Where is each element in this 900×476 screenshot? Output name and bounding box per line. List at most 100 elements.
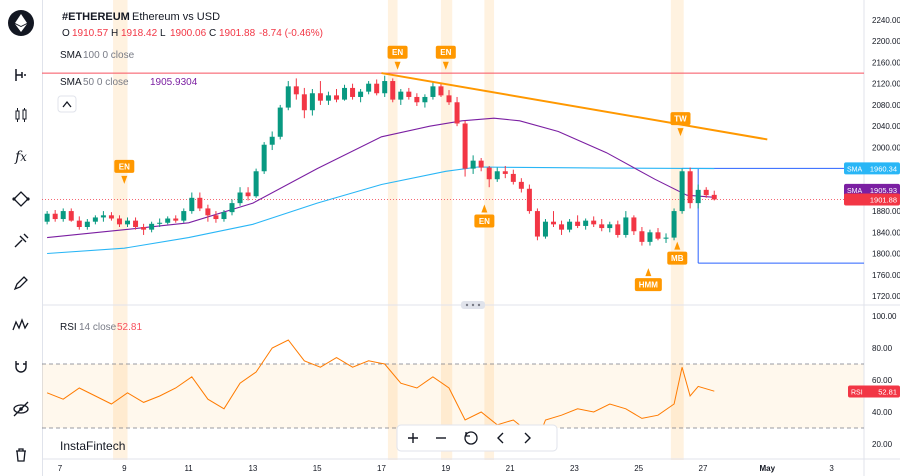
candle-body — [229, 203, 235, 213]
pane-resize-handle[interactable] — [461, 301, 485, 309]
candle — [100, 211, 106, 222]
price-tick-label: 1720.00 — [872, 292, 900, 301]
price-label-bg — [844, 183, 900, 196]
candle-body — [542, 221, 548, 237]
sma50-price-label: SMA 1905.93 — [844, 183, 900, 196]
candle-body — [221, 212, 227, 220]
candle-body — [44, 213, 50, 222]
eye-off-icon[interactable] — [6, 394, 36, 424]
candle — [398, 89, 404, 105]
candle-body — [382, 81, 388, 94]
candle — [478, 158, 484, 172]
candle — [317, 81, 323, 105]
price-label-value: 52.81 — [878, 388, 897, 397]
candle-body — [60, 211, 66, 220]
ohlc-key: H — [111, 28, 118, 39]
scroll-left-button[interactable] — [497, 432, 504, 444]
ethereum-logo-icon[interactable] — [8, 10, 34, 36]
pattern-marker[interactable]: EN — [387, 45, 408, 70]
candle-body — [181, 211, 187, 221]
candle-body — [631, 217, 637, 232]
date-tick-label: 7 — [58, 464, 63, 473]
zoom-in-button[interactable] — [402, 428, 424, 448]
waves-icon[interactable] — [6, 310, 36, 340]
chevron-right-icon — [524, 432, 531, 444]
pattern-marker[interactable]: EN — [435, 45, 456, 70]
sma50-name[interactable]: SMA — [60, 77, 82, 88]
candle-body — [374, 83, 380, 94]
price-tick-label: 1840.00 — [872, 228, 900, 237]
price-tick-label: 2160.00 — [872, 58, 900, 67]
pattern-marker[interactable]: HMM — [634, 268, 662, 292]
highlight-band — [440, 0, 453, 460]
marker-label: MB — [671, 254, 684, 263]
candle — [551, 211, 557, 227]
shapes-icon[interactable] — [6, 184, 36, 214]
candle-body — [342, 87, 348, 100]
candle-body — [293, 86, 299, 95]
candle — [430, 81, 436, 100]
date-tick-label: 9 — [122, 464, 127, 473]
pattern-marker[interactable]: TW — [670, 112, 691, 137]
candle-body — [141, 227, 147, 230]
candle-body — [615, 224, 621, 235]
rsi-price-label: RSI 52.81 — [848, 385, 900, 398]
candle-body — [551, 221, 557, 225]
candle-body — [125, 220, 131, 225]
candles-icon[interactable] — [6, 100, 36, 130]
price-tick-label: 2200.00 — [872, 37, 900, 46]
sma100-name[interactable]: SMA — [60, 50, 82, 61]
candle-body — [486, 167, 492, 180]
candle — [671, 208, 677, 241]
candle-body — [583, 220, 589, 226]
marker-badge — [670, 112, 691, 126]
candle — [623, 211, 629, 238]
rsi-name[interactable]: RSI — [60, 322, 77, 333]
fx-icon[interactable]: fx — [15, 149, 27, 165]
candle — [462, 120, 468, 177]
candle — [518, 178, 524, 193]
candle — [583, 218, 589, 230]
rsi-tick-label: 20.00 — [872, 440, 893, 449]
magnet-icon[interactable] — [6, 352, 36, 382]
candle-body — [711, 194, 717, 200]
candle — [599, 219, 605, 232]
candle — [165, 216, 171, 225]
candle-body — [559, 224, 565, 230]
pattern-marker[interactable]: EN — [114, 159, 135, 184]
arrow-down-icon — [442, 61, 449, 70]
date-tick-label: 15 — [313, 464, 322, 473]
zoom-out-button[interactable] — [430, 428, 452, 448]
candle-body — [390, 81, 396, 100]
price-label-value: 1901.88 — [870, 195, 897, 204]
pen-icon[interactable] — [6, 268, 36, 298]
pattern-marker[interactable]: MB — [667, 241, 688, 265]
price-tick-label: 1760.00 — [872, 271, 900, 280]
scroll-right-button[interactable] — [524, 432, 531, 444]
reset-chart-button[interactable] — [464, 431, 478, 445]
highlight-band — [484, 0, 495, 460]
date-tick-label: 11 — [184, 464, 193, 473]
chevron-left-icon — [497, 432, 504, 444]
marker-label: EN — [392, 48, 403, 57]
collapse-legend-button[interactable] — [57, 95, 77, 113]
marker-label: HMM — [639, 281, 658, 290]
candle — [44, 211, 50, 225]
candle-body — [575, 221, 581, 226]
marker-label: EN — [479, 217, 490, 226]
candle-body — [526, 188, 532, 212]
pattern-marker[interactable]: EN — [474, 204, 495, 228]
marker-badge — [667, 251, 688, 265]
trash-icon[interactable] — [6, 440, 36, 470]
candle — [703, 187, 709, 198]
candle-body — [502, 171, 508, 174]
candle-body — [277, 107, 283, 137]
ruler-icon[interactable] — [6, 60, 36, 90]
sma100-price-label: SMA 1960.34 — [844, 162, 900, 175]
symbol-title[interactable]: #ETHEREUM — [62, 11, 130, 23]
candle — [333, 89, 339, 103]
ohlc-key: O — [62, 28, 70, 39]
date-tick-label: 19 — [441, 464, 450, 473]
brush-icon[interactable] — [6, 226, 36, 256]
